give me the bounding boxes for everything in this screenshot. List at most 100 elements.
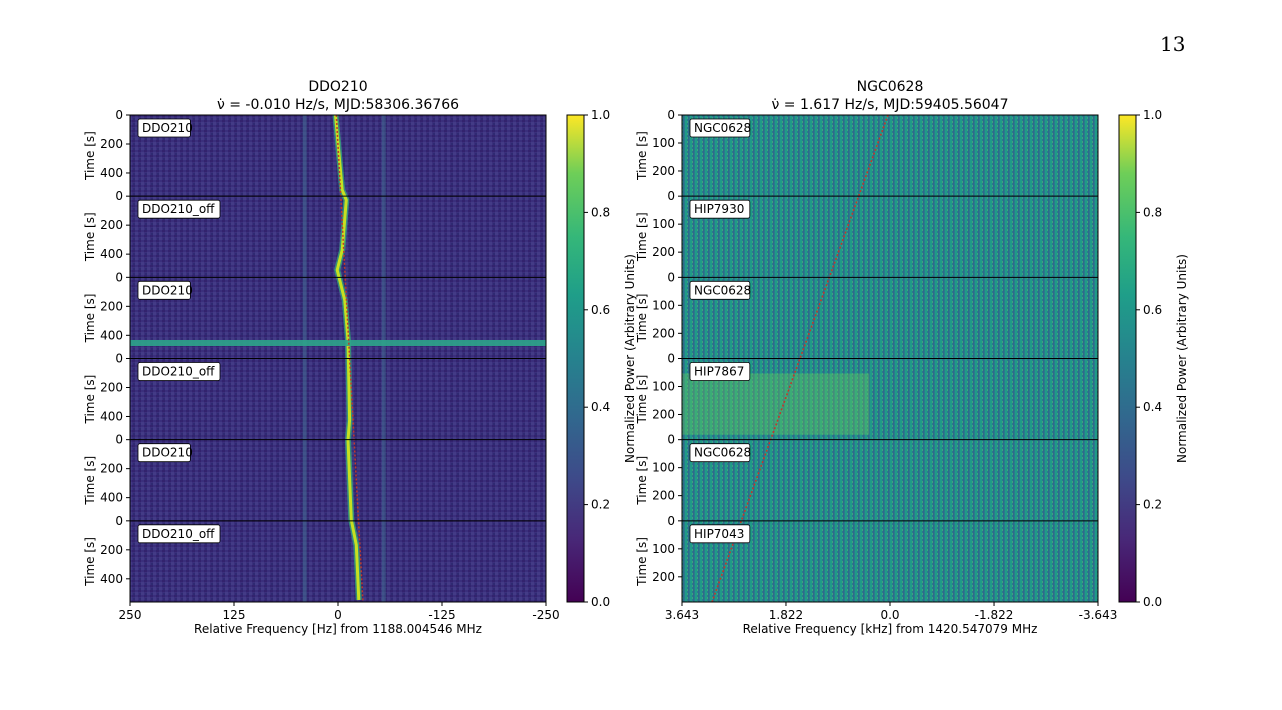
y-tick-label: 200 xyxy=(652,570,675,584)
y-tick-label: 200 xyxy=(652,407,675,421)
y-axis-label: Time [s] xyxy=(83,375,97,425)
y-axis-label: Time [s] xyxy=(635,294,649,344)
panel-label: DDO210_off xyxy=(142,527,215,541)
colorbar-label: Normalized Power (Arbitrary Units) xyxy=(623,254,637,463)
y-tick-label: 400 xyxy=(100,328,123,342)
panel-label: NGC0628 xyxy=(694,121,751,135)
panel-label-box xyxy=(137,280,191,300)
x-tick-label: -3.643 xyxy=(1079,608,1118,622)
y-tick-label: 0 xyxy=(667,514,675,528)
y-axis-label: Time [s] xyxy=(83,537,97,587)
y-axis-label: Time [s] xyxy=(83,456,97,506)
y-tick-label: 200 xyxy=(100,543,123,557)
y-axis-label: Time [s] xyxy=(635,131,649,181)
y-tick-label: 0 xyxy=(115,514,123,528)
colorbar xyxy=(566,114,585,603)
x-tick-label: -1.822 xyxy=(975,608,1014,622)
panel-label-box xyxy=(137,362,221,381)
y-tick-label: 200 xyxy=(652,326,675,340)
x-tick-label: 250 xyxy=(119,608,142,622)
chart-title: DDO210 xyxy=(308,79,367,95)
panel-label: DDO210 xyxy=(142,283,193,297)
colorbar-tick-label: 0.8 xyxy=(591,205,610,219)
rfi-band xyxy=(130,340,546,346)
y-axis-label: Time [s] xyxy=(83,131,97,181)
signal-track xyxy=(334,114,361,601)
page-number: 13 xyxy=(1160,32,1186,56)
chart-2: NGC0628 ν̇ = 1.617 Hz/s, MJD:59405.56047 N… xyxy=(635,79,1189,636)
chart-1: DDO210 ν̇ = -0.010 Hz/s, MJD:58306.36766 D… xyxy=(83,79,637,636)
panel-label: DDO210 xyxy=(142,121,193,135)
y-tick-label: 400 xyxy=(100,491,123,505)
y-axis-label: Time [s] xyxy=(635,456,649,506)
y-tick-label: 100 xyxy=(652,379,675,393)
y-axis-label: Time [s] xyxy=(635,212,649,262)
y-tick-label: 0 xyxy=(115,433,123,447)
x-tick-label: 0.0 xyxy=(880,608,899,622)
colorbar-tick-label: 0.2 xyxy=(591,498,610,512)
y-tick-label: 200 xyxy=(100,380,123,394)
y-tick-label: 100 xyxy=(652,217,675,231)
y-axis-label: Time [s] xyxy=(635,537,649,587)
y-tick-label: 200 xyxy=(652,245,675,259)
colorbar-tick-label: 0.4 xyxy=(591,400,610,414)
panel-label: HIP7930 xyxy=(694,202,744,216)
colorbar-tick-label: 0.2 xyxy=(1143,498,1162,512)
x-tick-label: 1.822 xyxy=(769,608,803,622)
y-tick-label: 200 xyxy=(652,164,675,178)
colorbar-tick-label: 0.4 xyxy=(1143,400,1162,414)
x-axis-label: Relative Frequency [Hz] from 1188.004546… xyxy=(194,622,482,636)
panel-label-box xyxy=(689,280,751,300)
colorbar-label: Normalized Power (Arbitrary Units) xyxy=(1175,254,1189,463)
chart-subtitle: ν̇ = -0.010 Hz/s, MJD:58306.36766 xyxy=(217,97,459,113)
y-tick-label: 200 xyxy=(100,299,123,313)
y-tick-label: 100 xyxy=(652,461,675,475)
colorbar-tick-label: 1.0 xyxy=(1143,108,1162,122)
x-tick-label: 125 xyxy=(223,608,246,622)
bright-region xyxy=(682,373,870,435)
colorbar-tick-label: 0.0 xyxy=(591,595,610,609)
y-tick-label: 0 xyxy=(115,189,123,203)
x-tick-label: -250 xyxy=(532,608,559,622)
panel-label-box xyxy=(137,118,191,138)
x-axis-label: Relative Frequency [kHz] from 1420.54707… xyxy=(743,622,1038,636)
y-tick-label: 200 xyxy=(100,218,123,232)
x-tick-label: 0 xyxy=(334,608,342,622)
panel-label-box xyxy=(137,524,221,544)
panel-label-box xyxy=(689,199,751,219)
panel-label: NGC0628 xyxy=(694,283,751,297)
y-tick-label: 0 xyxy=(667,108,675,122)
colorbar-tick-label: 0.8 xyxy=(1143,205,1162,219)
y-tick-label: 100 xyxy=(652,298,675,312)
panel-label-box xyxy=(689,443,751,463)
y-tick-label: 400 xyxy=(100,409,123,423)
y-tick-label: 400 xyxy=(100,572,123,586)
y-tick-label: 0 xyxy=(115,352,123,366)
colorbar-tick-label: 0.0 xyxy=(1143,595,1162,609)
panel-label: DDO210 xyxy=(142,446,193,460)
colorbar-tick-label: 1.0 xyxy=(591,108,610,122)
chart-title: NGC0628 xyxy=(857,79,924,95)
panel-label: HIP7867 xyxy=(694,365,744,379)
x-tick-label: -125 xyxy=(428,608,455,622)
panel-label-box xyxy=(689,362,751,381)
panel-label-box xyxy=(137,443,191,463)
y-tick-label: 0 xyxy=(115,108,123,122)
y-tick-label: 200 xyxy=(100,137,123,151)
y-axis-label: Time [s] xyxy=(635,375,649,425)
y-tick-label: 200 xyxy=(652,489,675,503)
y-tick-label: 0 xyxy=(667,189,675,203)
panel-label: DDO210_off xyxy=(142,202,215,216)
y-tick-label: 100 xyxy=(652,136,675,150)
y-tick-label: 100 xyxy=(652,542,675,556)
y-tick-label: 200 xyxy=(100,462,123,476)
y-tick-label: 400 xyxy=(100,166,123,180)
y-tick-label: 0 xyxy=(115,270,123,284)
panel-label: NGC0628 xyxy=(694,446,751,460)
colorbar xyxy=(1118,114,1137,603)
panel-label-box xyxy=(137,199,221,219)
panel-label-box xyxy=(689,524,751,544)
x-tick-label: 3.643 xyxy=(665,608,699,622)
y-tick-label: 0 xyxy=(667,270,675,284)
